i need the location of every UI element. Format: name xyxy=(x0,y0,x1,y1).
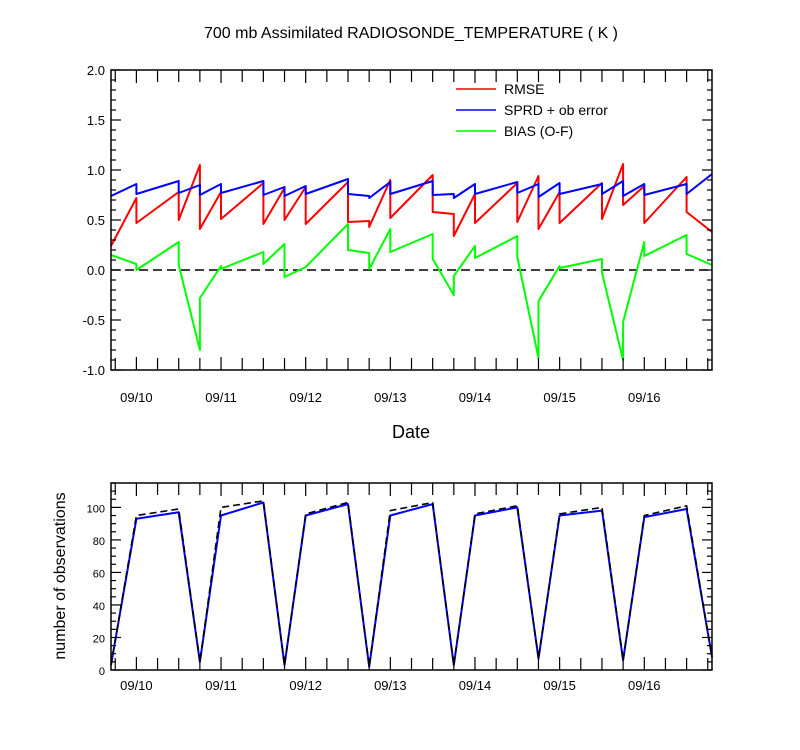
series-line-assimilated xyxy=(110,501,713,668)
series-line-total xyxy=(110,500,713,668)
x-tick-label: 09/13 xyxy=(374,390,407,405)
y-tick-label: 1.5 xyxy=(87,113,105,128)
x-tick-label: 09/16 xyxy=(628,390,661,405)
x-tick-label: 09/10 xyxy=(120,678,153,693)
y-tick-label: 1.0 xyxy=(87,163,105,178)
plot-frame xyxy=(110,69,713,371)
y-tick-label: -1.0 xyxy=(83,363,105,378)
bottom-panel: 0 20 40 60 80 100 09/10 09/11 09/12 09/13 09/14 09/… xyxy=(52,482,713,693)
y-tick-label: 20 xyxy=(93,633,105,645)
legend-label-rmse: RMSE xyxy=(504,81,544,97)
chart-title: 700 mb Assimilated RADIOSONDE_TEMPERATUR… xyxy=(204,25,618,42)
series-line-bias-o-f xyxy=(110,223,713,361)
plot-frame xyxy=(110,482,713,671)
x-tick-label: 09/10 xyxy=(120,390,153,405)
x-tick-label: 09/15 xyxy=(543,678,576,693)
x-tick-label: 09/13 xyxy=(374,678,407,693)
y-tick-label: 60 xyxy=(93,568,105,580)
y-tick-label: 0.0 xyxy=(87,263,105,278)
y-tick-label: 40 xyxy=(93,601,105,613)
y-tick-label: 0 xyxy=(99,666,105,678)
y-tick-label: 2.0 xyxy=(87,63,105,78)
x-tick-label: 09/11 xyxy=(205,390,237,405)
x-tick-label: 09/14 xyxy=(459,390,492,405)
y-axis-label: number of observations xyxy=(52,492,69,659)
y-tick-label: -0.5 xyxy=(83,313,105,328)
x-tick-label: 09/16 xyxy=(628,678,661,693)
x-tick-label: 09/12 xyxy=(289,390,322,405)
x-tick-label: 09/15 xyxy=(543,390,576,405)
top-plot-area: -1.0 -0.5 0.0 0.5 1.0 1.5 2.0 09/10 09/11 09/12 09… xyxy=(83,63,713,405)
bottom-plot-area: 0 20 40 60 80 100 09/10 09/11 09/12 09/13 09/14 09/… xyxy=(87,482,713,693)
series-line-rmse xyxy=(110,163,713,247)
top-panel: 700 mb Assimilated RADIOSONDE_TEMPERATUR… xyxy=(83,25,713,442)
y-tick-label: 80 xyxy=(93,536,105,548)
x-tick-label: 09/11 xyxy=(205,678,237,693)
y-tick-label: 0.5 xyxy=(87,213,105,228)
legend: RMSE SPRD + ob error BIAS (O-F) xyxy=(456,81,608,139)
y-tick-label: 100 xyxy=(87,503,105,515)
x-tick-label: 09/12 xyxy=(289,678,322,693)
x-tick-label: 09/14 xyxy=(459,678,492,693)
series-line-sprd-ob-error xyxy=(110,173,713,199)
legend-label-bias-o-f: BIAS (O-F) xyxy=(504,123,573,139)
x-axis-label: Date xyxy=(392,422,430,442)
legend-label-sprd-ob-error: SPRD + ob error xyxy=(504,102,608,118)
